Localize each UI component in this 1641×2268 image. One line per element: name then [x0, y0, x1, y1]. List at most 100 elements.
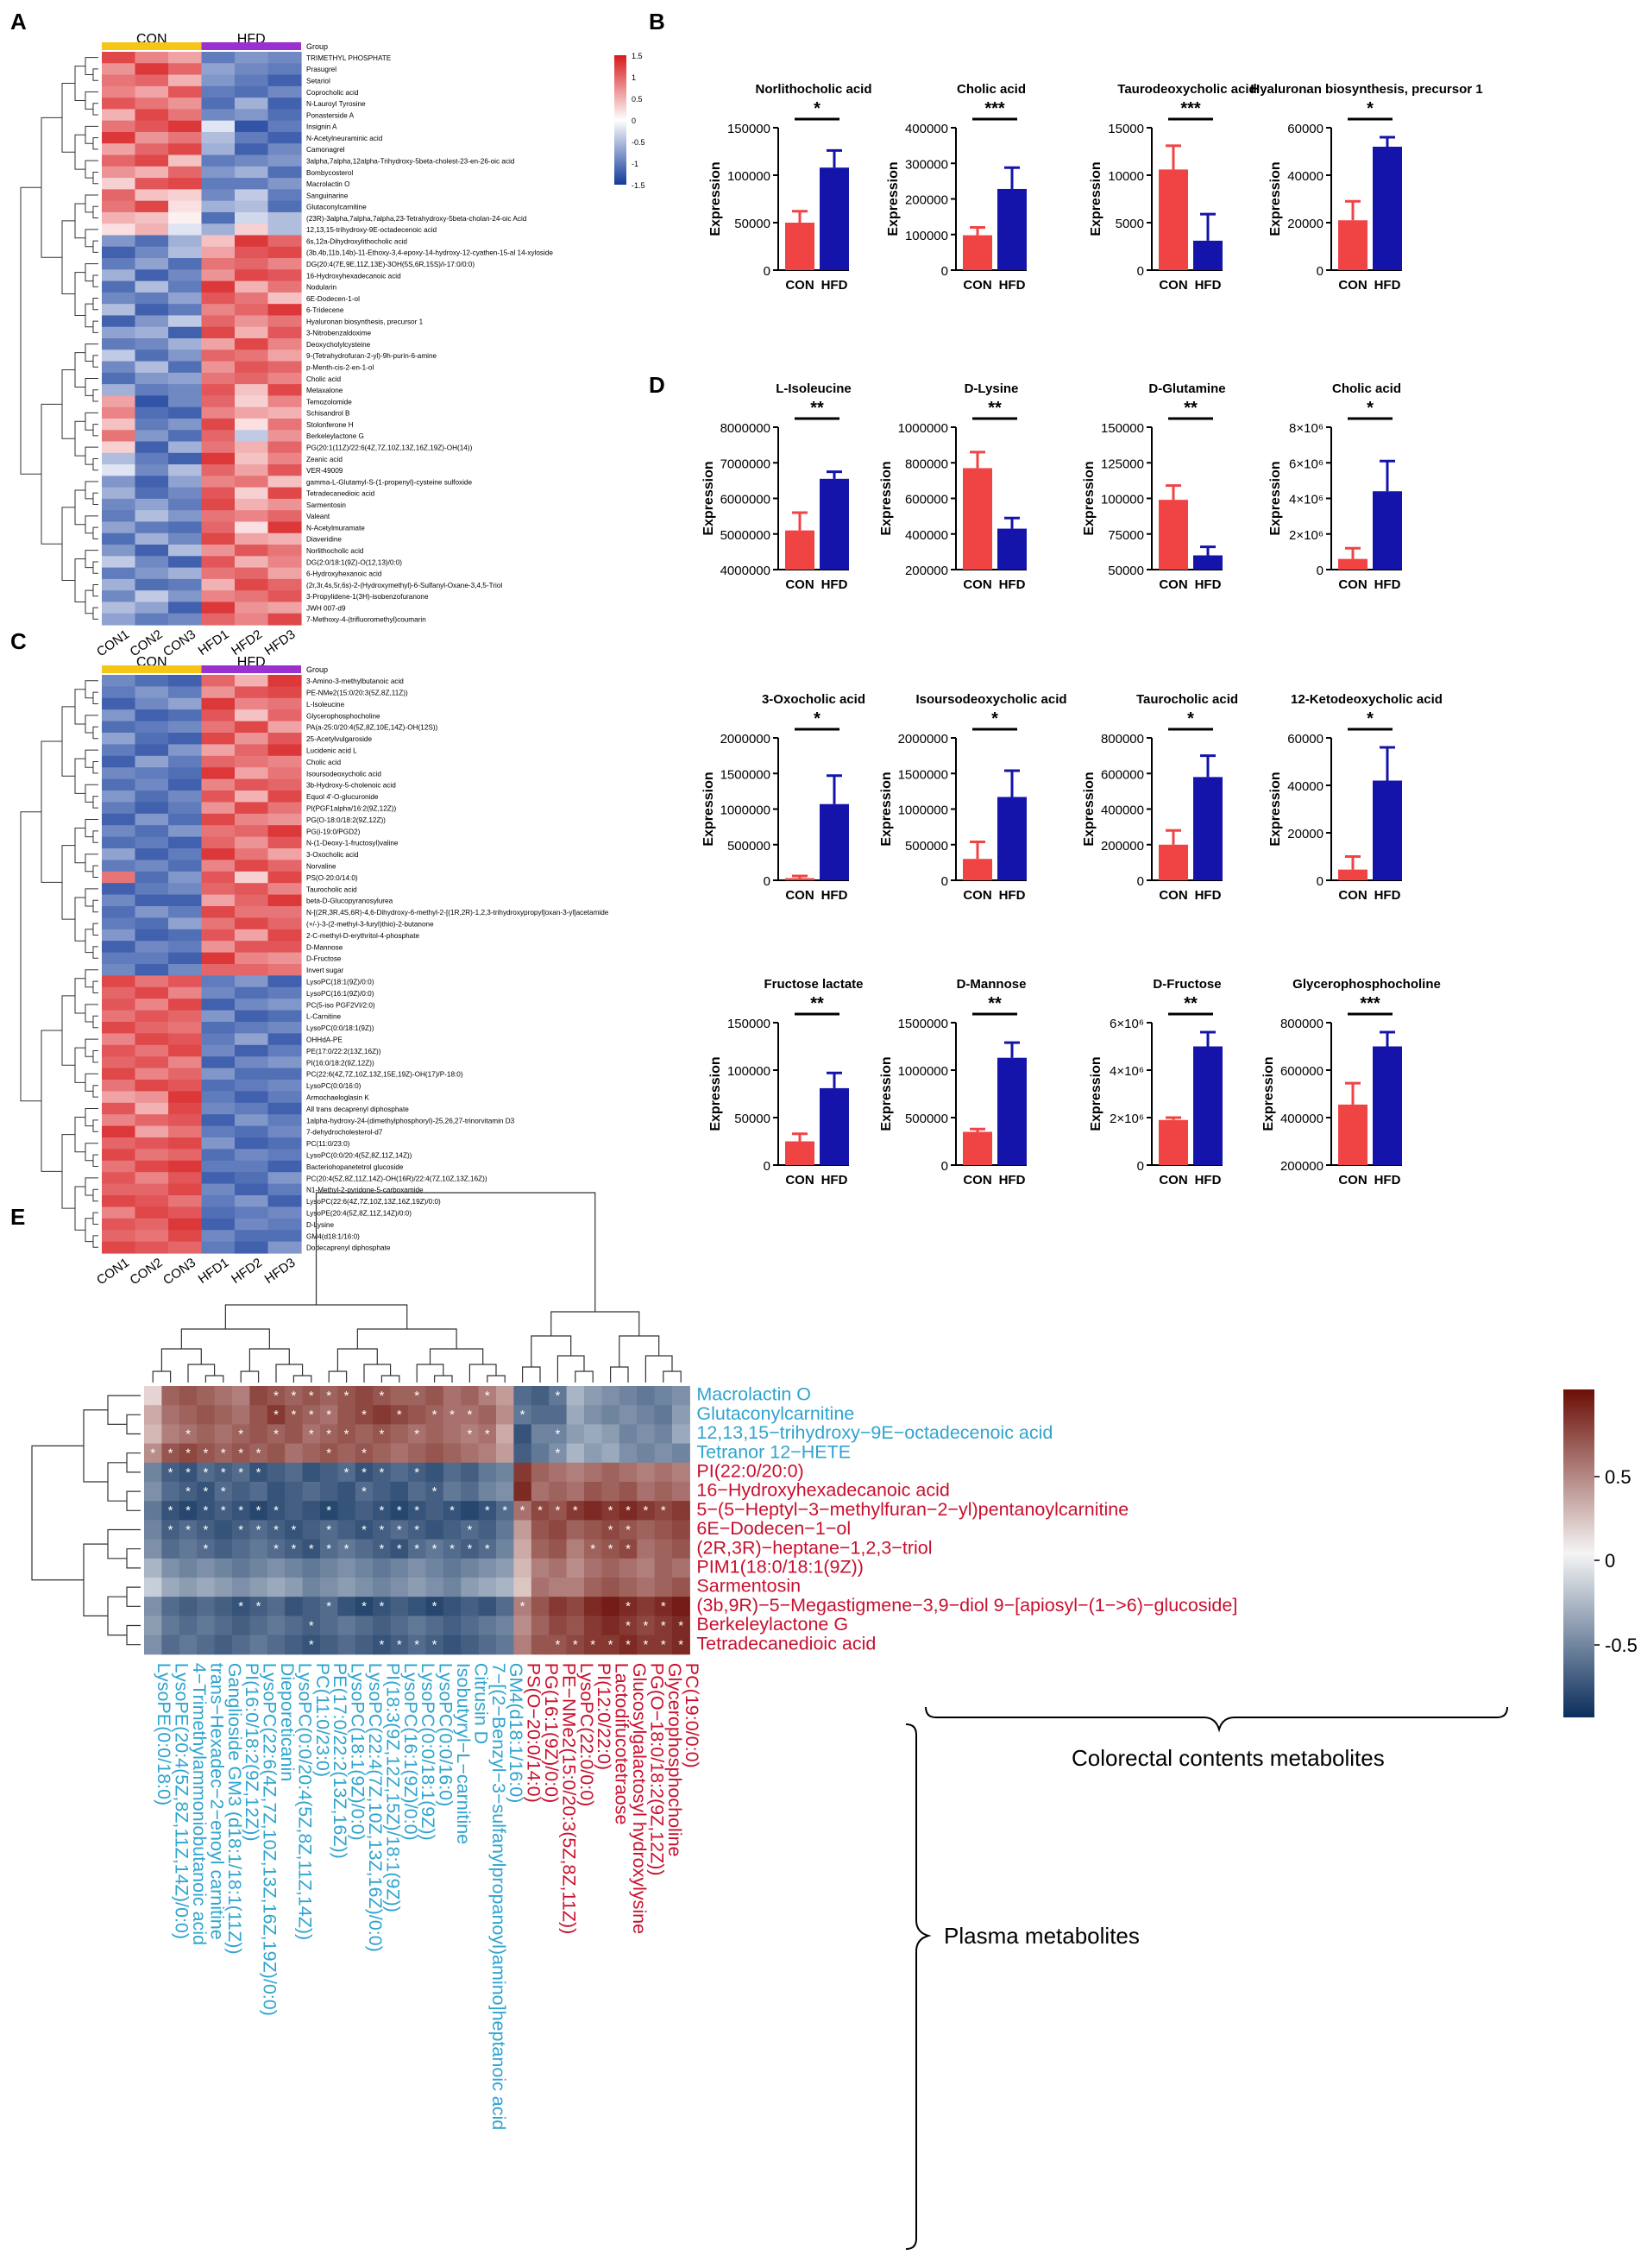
heatmap-cell: [135, 709, 169, 722]
correlation-cell: [232, 1386, 250, 1406]
column-dendrogram-branch: [663, 1370, 682, 1383]
bar-chart-title: Taurodeoxycholic acid: [1117, 82, 1256, 97]
correlation-cell: [584, 1501, 602, 1521]
heatmap-cell: [102, 697, 136, 710]
heatmap-cell: [235, 487, 269, 500]
heatmap-cell: [201, 131, 236, 144]
correlation-cell: [249, 1597, 268, 1616]
correlation-cell: [302, 1386, 321, 1406]
x-tick-label: HFD: [1195, 278, 1222, 293]
heatmap-cell: [102, 315, 136, 328]
row-dendrogram-branch: [92, 1188, 98, 1202]
heatmap-cell: [235, 1091, 269, 1104]
correlation-cell: [232, 1424, 250, 1445]
heatmap-cell: [201, 825, 236, 838]
y-tick-label: 5000000: [720, 528, 770, 543]
correlation-cell: [161, 1462, 180, 1483]
y-tick-label: 0: [1137, 264, 1144, 279]
heatmap-cell: [267, 487, 302, 500]
significance-star: *: [344, 1465, 349, 1480]
correlation-cell: [373, 1386, 392, 1406]
heatmap-cell: [135, 767, 169, 780]
significance-star: *: [450, 1408, 455, 1422]
correlation-cell: [355, 1462, 374, 1483]
correlation-cell: [355, 1558, 374, 1578]
correlation-cell: [373, 1501, 392, 1521]
correlation-cell: [425, 1386, 444, 1406]
correlation-cell: [513, 1386, 532, 1406]
row-dendrogram-branch: [85, 819, 98, 838]
row-dendrogram-branch: [74, 272, 85, 316]
correlation-cell: [601, 1501, 620, 1521]
correlation-cell: [443, 1443, 462, 1464]
colorbar-tick-label: 1.5: [632, 52, 643, 60]
column-dendrogram-branch: [434, 1375, 453, 1383]
column-dendrogram-branch: [531, 1335, 572, 1367]
y-axis-label: Expression: [701, 772, 716, 846]
correlation-cell: [267, 1520, 286, 1540]
heatmap-cell: [102, 767, 136, 780]
heatmap-cell: [135, 74, 169, 87]
heatmap-cell: [102, 178, 136, 190]
heatmap-cell: [201, 836, 236, 849]
heatmap-row-label: Hyaluronan biosynthesis, precursor 1: [306, 318, 424, 325]
correlation-cell: [320, 1386, 338, 1406]
significance-star: *: [414, 1542, 419, 1557]
heatmap-cell: [201, 1195, 236, 1207]
correlation-cell: [302, 1558, 321, 1578]
row-dendrogram-branch: [61, 507, 75, 582]
heatmap-cell: [135, 1022, 169, 1034]
y-tick-label: 0: [764, 264, 770, 279]
heatmap-cell: [168, 269, 203, 282]
correlation-cell: [637, 1501, 656, 1521]
bar-con: [1159, 1119, 1188, 1165]
heatmap-cell: [201, 384, 236, 396]
heatmap-cell: [267, 224, 302, 236]
y-tick-label: 0: [941, 264, 948, 279]
correlation-cell: [584, 1443, 602, 1464]
heatmap-cell: [201, 521, 236, 534]
correlation-cell: [355, 1578, 374, 1597]
correlation-cell: [320, 1616, 338, 1636]
correlation-cell: [566, 1405, 585, 1425]
y-tick-label: 60000: [1287, 732, 1323, 747]
heatmap-cell: [168, 1206, 203, 1219]
row-dendrogram-branch: [85, 784, 98, 803]
column-metabolite-label: PI(16:0/18:2(9Z,12Z)): [242, 1663, 262, 1842]
heatmap-cell: [235, 1125, 269, 1138]
heatmap-cell: [135, 675, 169, 687]
heatmap-row-label: Bacteriohopanetetrol glucoside: [306, 1163, 404, 1171]
y-tick-label: 600000: [1280, 1064, 1323, 1079]
row-dendrogram-branch: [74, 66, 85, 101]
heatmap-cell: [168, 941, 203, 954]
heatmap-row-label: N-Acetylneuraminic acid: [306, 135, 383, 142]
correlation-cell: [549, 1386, 568, 1406]
heatmap-cell: [135, 686, 169, 699]
heatmap-cell: [102, 166, 136, 179]
heatmap-cell: [201, 755, 236, 768]
correlation-cell: [566, 1597, 585, 1616]
significance-marker: *: [1367, 399, 1374, 418]
correlation-cell: [443, 1578, 462, 1597]
correlation-cell: [443, 1462, 462, 1483]
heatmap-cell: [201, 1125, 236, 1138]
y-tick-label: 1000000: [898, 803, 948, 818]
row-metabolite-label: Macrolactin O: [696, 1384, 811, 1405]
heatmap-cell: [168, 1033, 203, 1046]
heatmap-cell: [102, 224, 136, 236]
heatmap-cell: [267, 906, 302, 918]
row-dendrogram-branch: [85, 715, 98, 734]
heatmap-cell: [168, 441, 203, 454]
heatmap-cell: [201, 1160, 236, 1173]
significance-star: *: [203, 1465, 208, 1480]
correlation-cell: [601, 1424, 620, 1445]
correlation-cell: [267, 1558, 286, 1578]
correlation-cell: [390, 1558, 409, 1578]
bar-chart-grid: Norlithocholic acidExpression05000010000…: [701, 82, 1483, 1188]
heatmap-cell: [201, 999, 236, 1011]
heatmap-cell: [267, 200, 302, 213]
heatmap-cell: [201, 476, 236, 488]
correlation-cell: [513, 1635, 532, 1655]
correlation-cell: [267, 1386, 286, 1406]
y-tick-label: 100000: [1101, 493, 1144, 507]
